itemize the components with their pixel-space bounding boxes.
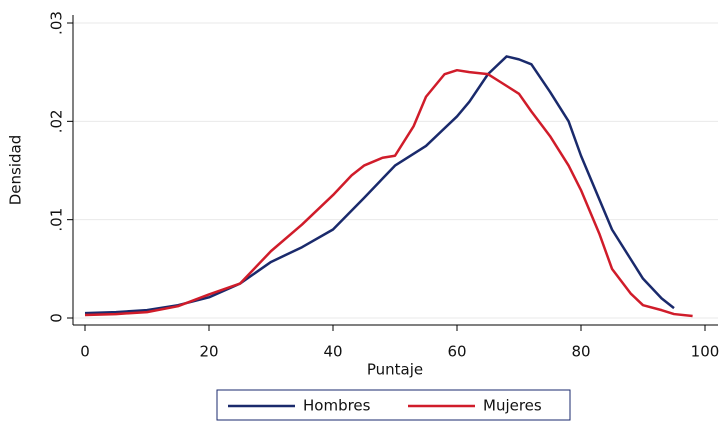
x-tick-label: 0 <box>80 343 90 361</box>
x-tick-label: 80 <box>571 343 590 361</box>
y-axis-label: Densidad <box>7 135 25 206</box>
x-tick-label: 40 <box>323 343 342 361</box>
series-line <box>84 68 693 318</box>
x-tick-label: 20 <box>199 343 218 361</box>
legend-label: Hombres <box>303 397 371 415</box>
y-tick-label: .01 <box>48 208 66 232</box>
x-tick-label: 60 <box>447 343 466 361</box>
x-axis-label: Puntaje <box>367 361 423 379</box>
x-tick-label: 100 <box>691 343 720 361</box>
y-tick-label: .03 <box>48 11 66 35</box>
y-tick-label: 0 <box>48 313 66 323</box>
legend-label: Mujeres <box>483 397 542 415</box>
series-line <box>84 55 675 315</box>
y-tick-label: .02 <box>48 109 66 133</box>
